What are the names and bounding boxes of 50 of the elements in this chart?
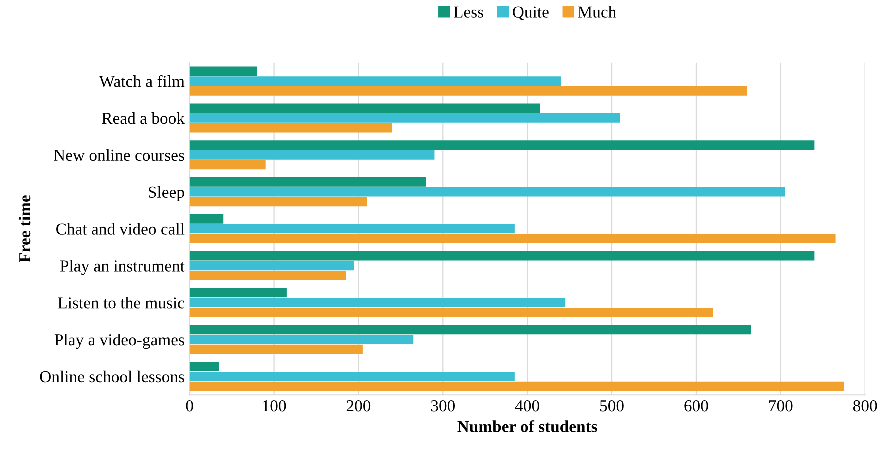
legend-label: Much <box>578 6 616 18</box>
x-tick-label: 0 <box>186 400 194 412</box>
bar <box>190 86 748 96</box>
bar <box>190 335 414 344</box>
bar <box>190 197 368 207</box>
bar <box>190 150 435 160</box>
bar <box>190 372 515 382</box>
y-tick-label: Chat and video call <box>56 223 185 235</box>
bar <box>190 344 363 354</box>
x-tick-label: 700 <box>770 400 793 412</box>
y-axis-title: Free time <box>18 196 31 263</box>
bar <box>190 298 566 308</box>
bar <box>190 261 354 271</box>
y-tick-label: Play an instrument <box>60 260 185 276</box>
x-tick-label: 500 <box>600 400 624 412</box>
bar <box>190 224 515 234</box>
y-tick-label: Read a book <box>102 112 185 124</box>
y-tick-label: Online school lessons <box>40 370 184 383</box>
y-tick-label: New online courses <box>54 149 184 162</box>
bar <box>190 288 287 298</box>
bar <box>190 251 815 261</box>
x-tick-label: 800 <box>853 400 878 412</box>
bar <box>190 66 258 76</box>
bar <box>190 325 752 335</box>
bar <box>190 187 786 197</box>
bar <box>190 308 714 318</box>
y-tick-label: Listen to the music <box>58 297 184 309</box>
legend-label: Less <box>454 6 484 18</box>
x-axis-title: Number of students <box>458 420 598 432</box>
bar <box>190 214 224 224</box>
y-tick-label: Watch a film <box>99 75 185 88</box>
x-tick-label: 100 <box>263 400 286 412</box>
bar <box>190 76 562 86</box>
bar <box>190 362 220 372</box>
x-tick-label: 300 <box>431 400 456 412</box>
bar <box>190 140 815 150</box>
legend-label: Quite <box>513 6 549 20</box>
bar <box>190 234 836 244</box>
bar <box>190 114 620 123</box>
y-tick-label: Sleep <box>149 186 184 202</box>
y-tick-label: Play a video-games <box>54 334 184 350</box>
bar <box>190 178 426 187</box>
x-tick-label: 200 <box>346 400 371 412</box>
bar <box>190 160 266 170</box>
x-tick-label: 400 <box>515 400 540 412</box>
bar <box>190 104 540 114</box>
bar <box>190 382 844 392</box>
x-tick-label: 600 <box>684 400 708 412</box>
bar <box>190 271 346 280</box>
bar <box>190 123 392 133</box>
